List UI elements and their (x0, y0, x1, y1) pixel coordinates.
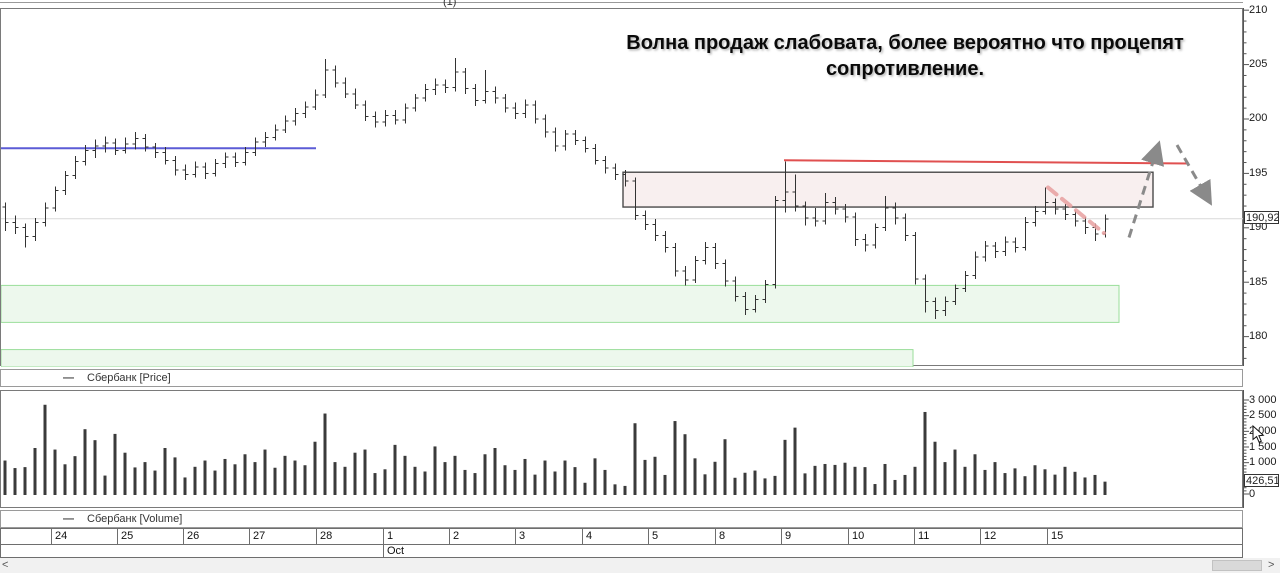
volume-legend-label: Сбербанк [Volume] (87, 513, 183, 525)
date-cell: 11 (915, 528, 981, 545)
date-cell: 27 (250, 528, 317, 545)
price-legend-label: Сбербанк [Price] (87, 372, 171, 384)
price-tick-label: 200 (1249, 112, 1268, 125)
date-cell: 2 (450, 528, 516, 545)
month-cell (0, 545, 384, 558)
date-cell: 8 (716, 528, 782, 545)
date-cell: 12 (981, 528, 1048, 545)
date-cell (0, 528, 52, 545)
date-cell: 25 (118, 528, 184, 545)
horizontal-scrollbar[interactable]: < > (0, 558, 1280, 573)
axis-ticks-svg (1243, 8, 1249, 508)
mouse-cursor-icon (1252, 424, 1265, 443)
price-tick-label: 205 (1249, 58, 1268, 71)
date-cell: 1 (384, 528, 450, 545)
date-cell: 3 (516, 528, 583, 545)
scroll-right-arrow-icon[interactable]: > (1268, 559, 1275, 571)
price-tick-label: 195 (1249, 166, 1268, 179)
date-axis[interactable]: 24 25 26 27 28 1 2 3 4 5 8 9 10 11 12 15 Oct (0, 528, 1243, 558)
month-cell: Oct (384, 545, 1243, 558)
date-cell: 26 (184, 528, 250, 545)
volume-tick-label: 0 (1249, 487, 1256, 500)
volume-legend: — Сбербанк [Volume] (0, 510, 1243, 528)
current-volume-label: 426,51 (1244, 474, 1279, 487)
volume-tick-label: 1 500 (1249, 440, 1277, 453)
volume-tick-label: 3 000 (1249, 393, 1277, 406)
elliott-wave-label: (1) (443, 0, 457, 8)
volume-pane[interactable] (0, 390, 1243, 508)
date-cell: 9 (782, 528, 849, 545)
volume-chart-svg (3, 404, 1107, 495)
volume-tick-label: 2 500 (1249, 409, 1277, 422)
date-cell: 10 (849, 528, 915, 545)
volume-tick-label: 1 000 (1249, 456, 1277, 469)
top-divider (0, 2, 1243, 3)
date-cell: 24 (52, 528, 118, 545)
scroll-left-arrow-icon[interactable]: < (2, 559, 9, 571)
current-price-label: 190,92 (1244, 211, 1279, 224)
annotation-text: Волна продаж слабовата, более вероятно ч… (626, 32, 1184, 80)
price-chart-svg (1, 57, 1244, 367)
legend-dash-icon: — (63, 513, 74, 525)
date-day-row: 24 25 26 27 28 1 2 3 4 5 8 9 10 11 12 15 (0, 528, 1243, 545)
price-tick-label: 180 (1249, 330, 1268, 343)
price-tick-label: 190 (1249, 221, 1268, 234)
date-cell: 5 (649, 528, 716, 545)
date-month-row: Oct (0, 545, 1243, 558)
volume-tick-label: 2 000 (1249, 424, 1277, 437)
price-tick-label: 210 (1249, 3, 1268, 16)
price-pane[interactable] (0, 8, 1244, 367)
price-tick-label: 185 (1249, 275, 1268, 288)
date-cell: 28 (317, 528, 384, 545)
date-cell: 4 (583, 528, 649, 545)
date-cell: 15 (1048, 528, 1243, 545)
legend-dash-icon: — (63, 372, 74, 384)
right-price-axis[interactable]: 210 205 200 195 190 185 180 3 000 2 500 2 000 1 50… (1243, 0, 1280, 558)
price-legend: — Сбербанк [Price] (0, 369, 1243, 387)
scrollbar-thumb[interactable] (1212, 560, 1262, 571)
